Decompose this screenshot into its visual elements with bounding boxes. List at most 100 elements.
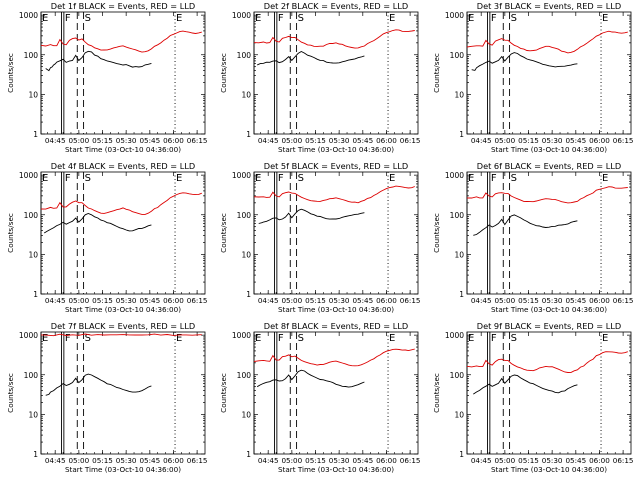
y-tick-label: 100 <box>24 51 39 60</box>
event-marker-label: F <box>65 173 71 184</box>
chart-title: Det 6f BLACK = Events, RED = LLD <box>477 161 621 171</box>
events-series-line <box>45 373 152 396</box>
detector-panel: Det 5f BLACK = Events, RED = LLD 1 10 100 10… <box>213 160 426 320</box>
event-marker-label: E <box>389 13 395 24</box>
lld-series-line <box>40 333 202 337</box>
event-marker-label: E <box>255 333 261 344</box>
events-series-line <box>473 374 578 395</box>
event-marker-label: F <box>491 333 497 344</box>
event-marker-label: S <box>298 13 304 24</box>
y-tick-label: 100 <box>24 371 39 380</box>
y-tick-label: 1000 <box>19 331 38 340</box>
chart-svg: Det 8f BLACK = Events, RED = LLD 1 10 100 10… <box>219 321 420 474</box>
x-axis-label: Start Time (03-Oct-10 04:36:00) <box>278 465 394 474</box>
events-series-line <box>256 369 365 388</box>
x-tick-label: 06:00 <box>589 136 610 145</box>
x-tick-label: 05:45 <box>352 136 373 145</box>
detector-panel: Det 8f BLACK = Events, RED = LLD 1 10 100 10… <box>213 320 426 480</box>
plot-frame <box>40 171 206 295</box>
x-axis-label: Start Time (03-Oct-10 04:36:00) <box>65 465 181 474</box>
y-tick-label: 1000 <box>445 11 464 20</box>
chart-svg: Det 6f BLACK = Events, RED = LLD 1 10 100 10… <box>432 161 634 314</box>
events-series-line <box>258 208 365 224</box>
event-marker-label: F <box>65 333 71 344</box>
y-tick-label: 1000 <box>232 11 251 20</box>
lld-series-line <box>466 351 628 373</box>
event-marker-label: E <box>468 13 474 24</box>
x-tick-label: 05:30 <box>329 296 350 305</box>
event-marker-label: F <box>278 173 284 184</box>
x-tick-label: 04:45 <box>471 456 492 465</box>
x-tick-label: 05:15 <box>518 296 539 305</box>
plot-frame <box>40 331 206 455</box>
x-tick-label: 05:00 <box>494 296 515 305</box>
detector-panel: Det 3f BLACK = Events, RED = LLD 1 10 100 10… <box>426 0 639 160</box>
y-axis-label: Counts/sec <box>432 373 441 413</box>
x-tick-label: 04:45 <box>258 296 279 305</box>
event-marker-label: S <box>511 333 517 344</box>
x-tick-label: 06:00 <box>376 136 397 145</box>
event-marker-label: E <box>176 173 182 184</box>
detector-panel: Det 1f BLACK = Events, RED = LLD 1 10 100 10… <box>0 0 213 160</box>
y-tick-label: 1 <box>33 130 38 139</box>
x-tick-label: 05:15 <box>518 456 539 465</box>
x-tick-label: 05:30 <box>542 456 563 465</box>
lld-series-line <box>467 186 628 204</box>
y-tick-label: 10 <box>241 250 251 259</box>
x-tick-label: 06:15 <box>187 136 208 145</box>
y-tick-label: 1000 <box>445 171 464 180</box>
chart-title: Det 2f BLACK = Events, RED = LLD <box>264 1 408 11</box>
event-marker-label: E <box>468 333 474 344</box>
x-tick-label: 05:00 <box>281 136 302 145</box>
x-tick-label: 05:15 <box>305 136 326 145</box>
chart-svg: Det 9f BLACK = Events, RED = LLD 1 10 100 10… <box>432 321 633 474</box>
x-tick-label: 06:15 <box>400 296 421 305</box>
x-tick-label: 05:45 <box>139 136 160 145</box>
event-marker-label: E <box>468 173 474 184</box>
x-axis-label: Start Time (03-Oct-10 04:36:00) <box>491 145 607 154</box>
y-tick-label: 1 <box>459 130 464 139</box>
x-tick-label: 05:00 <box>68 296 89 305</box>
y-tick-label: 10 <box>28 250 38 259</box>
x-tick-label: 06:15 <box>613 136 634 145</box>
event-marker-label: E <box>42 173 48 184</box>
event-marker-label: E <box>255 173 261 184</box>
y-axis-label: Counts/sec <box>6 53 15 93</box>
event-marker-label: F <box>278 333 284 344</box>
x-tick-label: 05:00 <box>281 456 302 465</box>
x-tick-label: 05:30 <box>542 136 563 145</box>
x-tick-label: 05:45 <box>352 456 373 465</box>
detector-panel: Det 4f BLACK = Events, RED = LLD 1 10 100 10… <box>0 160 213 320</box>
events-series-line <box>471 52 578 71</box>
y-tick-label: 1000 <box>232 171 251 180</box>
event-marker-label: S <box>298 173 304 184</box>
x-tick-label: 06:00 <box>163 456 184 465</box>
x-tick-label: 04:45 <box>471 136 492 145</box>
x-tick-label: 05:15 <box>305 296 326 305</box>
y-tick-label: 10 <box>241 90 251 99</box>
event-marker-label: S <box>511 173 517 184</box>
x-tick-label: 06:15 <box>613 296 634 305</box>
event-marker-label: S <box>85 173 91 184</box>
chart-title: Det 1f BLACK = Events, RED = LLD <box>51 1 195 11</box>
x-axis-label: Start Time (03-Oct-10 04:36:00) <box>278 305 394 314</box>
x-tick-label: 04:45 <box>45 456 66 465</box>
x-tick-label: 06:00 <box>376 456 397 465</box>
chart-title: Det 5f BLACK = Events, RED = LLD <box>264 161 408 171</box>
x-tick-label: 05:15 <box>305 456 326 465</box>
event-marker-label: F <box>491 173 497 184</box>
x-tick-label: 05:45 <box>565 136 586 145</box>
x-tick-label: 06:15 <box>187 296 208 305</box>
chart-title: Det 8f BLACK = Events, RED = LLD <box>264 321 408 331</box>
y-axis-label: Counts/sec <box>432 213 441 253</box>
x-tick-label: 05:45 <box>565 296 586 305</box>
y-tick-label: 1 <box>459 450 464 459</box>
lld-series-line <box>253 185 415 204</box>
event-marker-label: E <box>42 333 48 344</box>
x-tick-label: 05:00 <box>494 456 515 465</box>
plot-frame <box>466 11 632 135</box>
x-tick-label: 05:45 <box>139 296 160 305</box>
chart-svg: Det 5f BLACK = Events, RED = LLD 1 10 100 10… <box>219 161 421 314</box>
y-tick-label: 100 <box>237 371 252 380</box>
x-tick-label: 06:15 <box>400 136 421 145</box>
